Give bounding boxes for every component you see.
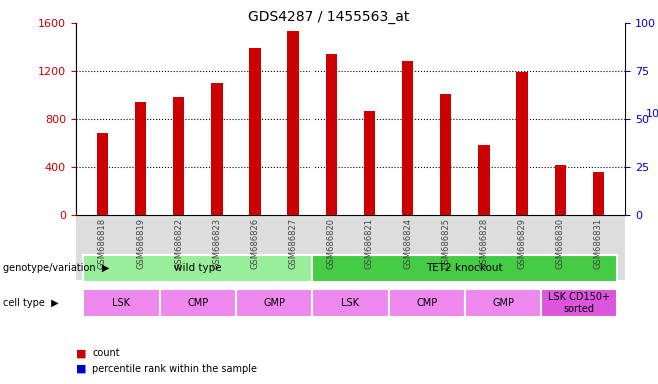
Bar	[211, 83, 222, 215]
Y-axis label: 100%: 100%	[645, 109, 658, 119]
Text: count: count	[92, 348, 120, 358]
Text: wild type: wild type	[174, 263, 222, 273]
Text: GDS4287 / 1455563_at: GDS4287 / 1455563_at	[248, 10, 410, 23]
Bar	[478, 146, 490, 215]
Point	[478, 41, 489, 47]
Point	[402, 41, 413, 47]
Point	[517, 39, 527, 45]
Text: LSK: LSK	[342, 298, 359, 308]
Text: CMP: CMP	[187, 298, 209, 308]
Bar	[326, 54, 337, 215]
Bar	[364, 111, 375, 215]
Text: genotype/variation  ▶: genotype/variation ▶	[3, 263, 110, 273]
Point	[288, 35, 299, 41]
Bar	[135, 102, 146, 215]
Bar	[517, 72, 528, 215]
Point	[136, 45, 146, 51]
Text: GMP: GMP	[263, 298, 285, 308]
Point	[250, 37, 261, 43]
Text: LSK CD150+
sorted: LSK CD150+ sorted	[548, 292, 611, 314]
Text: ■: ■	[76, 348, 86, 358]
Text: cell type  ▶: cell type ▶	[3, 298, 59, 308]
Point	[174, 43, 184, 49]
Text: LSK: LSK	[113, 298, 130, 308]
Bar	[593, 172, 604, 215]
Point	[97, 55, 108, 61]
Text: TET2 knockout: TET2 knockout	[426, 263, 503, 273]
Text: GMP: GMP	[492, 298, 514, 308]
Point	[212, 41, 222, 47]
Point	[593, 62, 603, 68]
Bar	[402, 61, 413, 215]
Text: CMP: CMP	[416, 298, 438, 308]
Point	[326, 43, 337, 49]
Bar	[288, 31, 299, 215]
Bar	[173, 98, 184, 215]
Text: ■: ■	[76, 364, 86, 374]
Bar	[97, 134, 108, 215]
Bar	[555, 165, 566, 215]
Bar	[440, 94, 451, 215]
Text: percentile rank within the sample: percentile rank within the sample	[92, 364, 257, 374]
Bar	[249, 48, 261, 215]
Point	[555, 60, 565, 66]
Point	[440, 39, 451, 45]
Point	[364, 43, 374, 49]
